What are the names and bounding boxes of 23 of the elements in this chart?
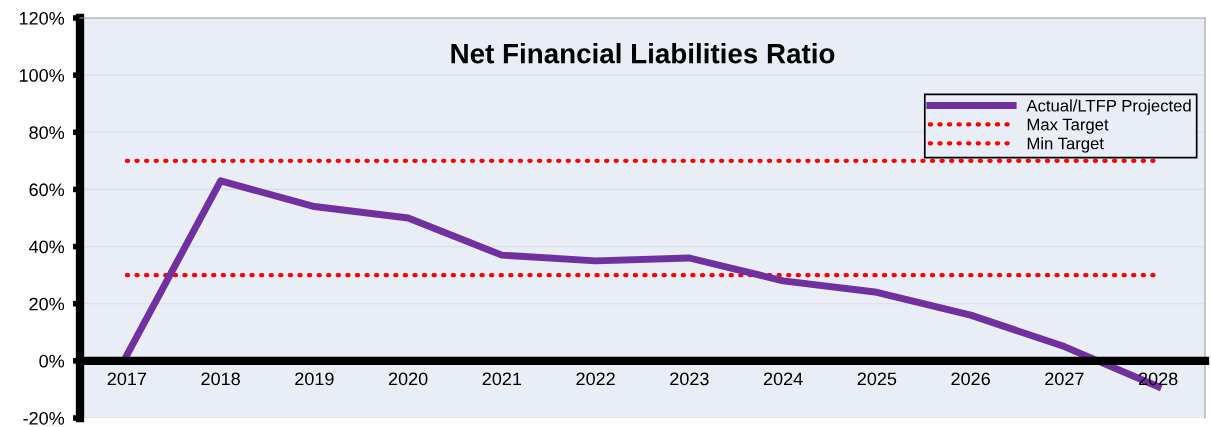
x-tick-label: 2026 [951, 372, 990, 386]
y-tick-label: 20% [29, 297, 65, 311]
x-tick-label: 2023 [670, 372, 709, 386]
x-tick-label: 2024 [763, 372, 803, 386]
y-tick-label: 40% [29, 240, 65, 254]
y-tick-label: -20% [23, 411, 65, 425]
x-tick-label: 2025 [857, 372, 897, 386]
x-tick-label: 2017 [107, 372, 147, 386]
x-tick-label: 2021 [482, 372, 522, 386]
x-tick-label: 2022 [576, 372, 615, 386]
x-tick-label: 2020 [388, 372, 428, 386]
x-tick-label: 2019 [295, 372, 334, 386]
y-tick-label: 0% [39, 354, 65, 368]
x-tick-label: 2027 [1045, 372, 1084, 386]
y-tick-label: 100% [19, 69, 65, 82]
y-tick-label: 80% [29, 126, 65, 140]
legend-label: Actual/LTFP Projected [1026, 99, 1191, 115]
y-tick-label: 120% [19, 11, 65, 25]
x-tick-label: 2018 [201, 372, 240, 386]
legend-label: Min Target [1027, 137, 1104, 153]
text: Net Financial Liabilities Ratio [451, 43, 835, 64]
legend-label: Max Target [1027, 118, 1109, 134]
y-tick-label: 60% [29, 183, 65, 197]
